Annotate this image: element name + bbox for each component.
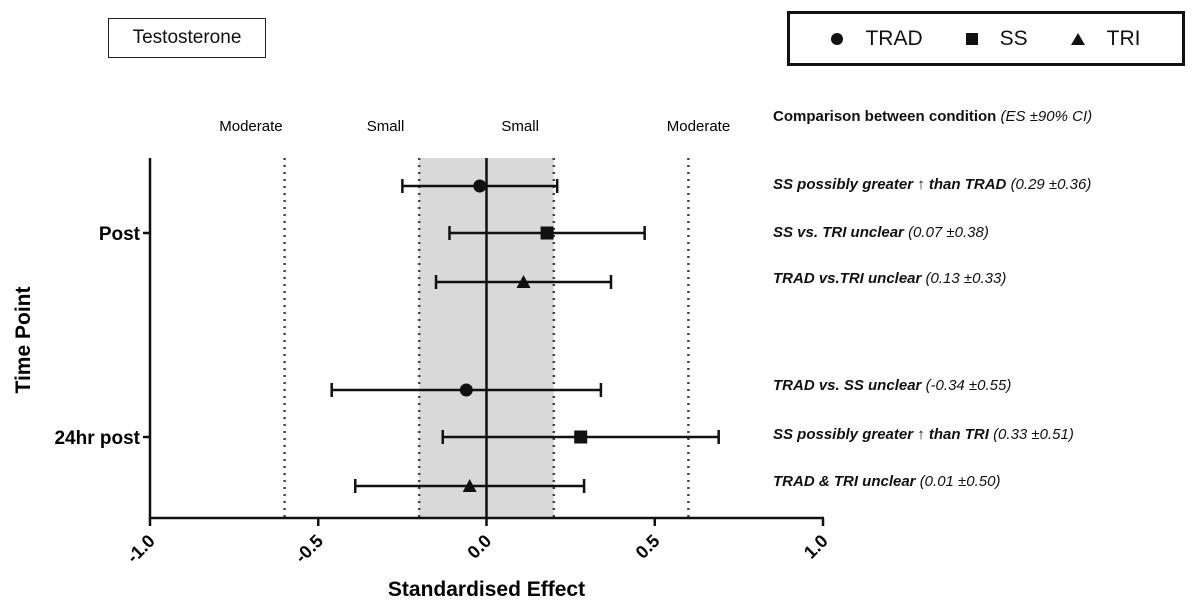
zone-label: Small [367, 118, 405, 135]
legend: TRAD SS TRI [787, 11, 1185, 66]
legend-label: TRAD [865, 26, 923, 50]
comparison-header: Comparison between condition (ES ±90% CI… [773, 108, 1092, 125]
comparison-text: TRAD & TRI unclear [773, 473, 916, 490]
legend-label: SS [999, 26, 1028, 50]
zone-label: Moderate [667, 118, 730, 135]
zone-label: Small [501, 118, 539, 135]
comparison-text: SS possibly greater ↑ than TRI [773, 426, 989, 443]
comparison-text: TRAD vs.TRI unclear [773, 270, 922, 287]
comparison-value: (0.13 ±0.33) [925, 270, 1007, 287]
comparison-header-text: Comparison between condition [773, 108, 997, 125]
comparison-row: TRAD vs. SS unclear (-0.34 ±0.55) [773, 377, 1011, 394]
comparison-text: TRAD vs. SS unclear [773, 377, 922, 394]
point-circle [459, 383, 473, 397]
circle-marker-icon [831, 32, 844, 45]
x-tick-label: 0.0 [463, 531, 495, 563]
y-tick-label: 24hr post [54, 428, 140, 449]
point-triangle [516, 275, 531, 288]
comparison-value: (-0.34 ±0.55) [925, 377, 1012, 394]
comparison-row: TRAD vs.TRI unclear (0.13 ±0.33) [773, 270, 1006, 287]
y-tick-label: Post [99, 224, 141, 245]
x-tick-label: 1.0 [800, 531, 832, 563]
legend-item-tri: TRI [1070, 26, 1141, 51]
legend-item-trad: TRAD [831, 26, 923, 51]
x-tick-label: -0.5 [291, 531, 327, 567]
point-triangle [462, 479, 477, 492]
square-marker-icon [965, 32, 978, 45]
comparison-row: SS vs. TRI unclear (0.07 ±0.38) [773, 224, 989, 241]
comparison-row: SS possibly greater ↑ than TRAD (0.29 ±0… [773, 176, 1091, 193]
comparison-value: (0.01 ±0.50) [919, 473, 1001, 490]
triangle-marker-icon [1070, 32, 1085, 45]
x-tick-label: 0.5 [632, 531, 664, 563]
legend-label: TRI [1106, 26, 1141, 50]
point-square [540, 226, 554, 240]
comparison-text: SS vs. TRI unclear [773, 224, 904, 241]
y-axis-title: Time Point [12, 287, 35, 394]
comparison-row: SS possibly greater ↑ than TRI (0.33 ±0.… [773, 426, 1074, 443]
point-square [574, 430, 588, 444]
comparison-text: SS possibly greater ↑ than TRAD [773, 176, 1007, 193]
comparison-value: (0.33 ±0.51) [993, 426, 1074, 443]
comparison-header-note: (ES ±90% CI) [1000, 108, 1093, 125]
point-circle [473, 179, 487, 193]
zone-label: Moderate [219, 118, 282, 135]
x-axis-title: Standardised Effect [388, 578, 585, 600]
legend-item-ss: SS [965, 26, 1028, 51]
x-tick-label: -1.0 [123, 531, 159, 567]
panel-label: Testosterone [108, 18, 266, 58]
comparison-value: (0.07 ±0.38) [908, 224, 989, 241]
comparison-value: (0.29 ±0.36) [1010, 176, 1092, 193]
comparison-row: TRAD & TRI unclear (0.01 ±0.50) [773, 473, 1000, 490]
